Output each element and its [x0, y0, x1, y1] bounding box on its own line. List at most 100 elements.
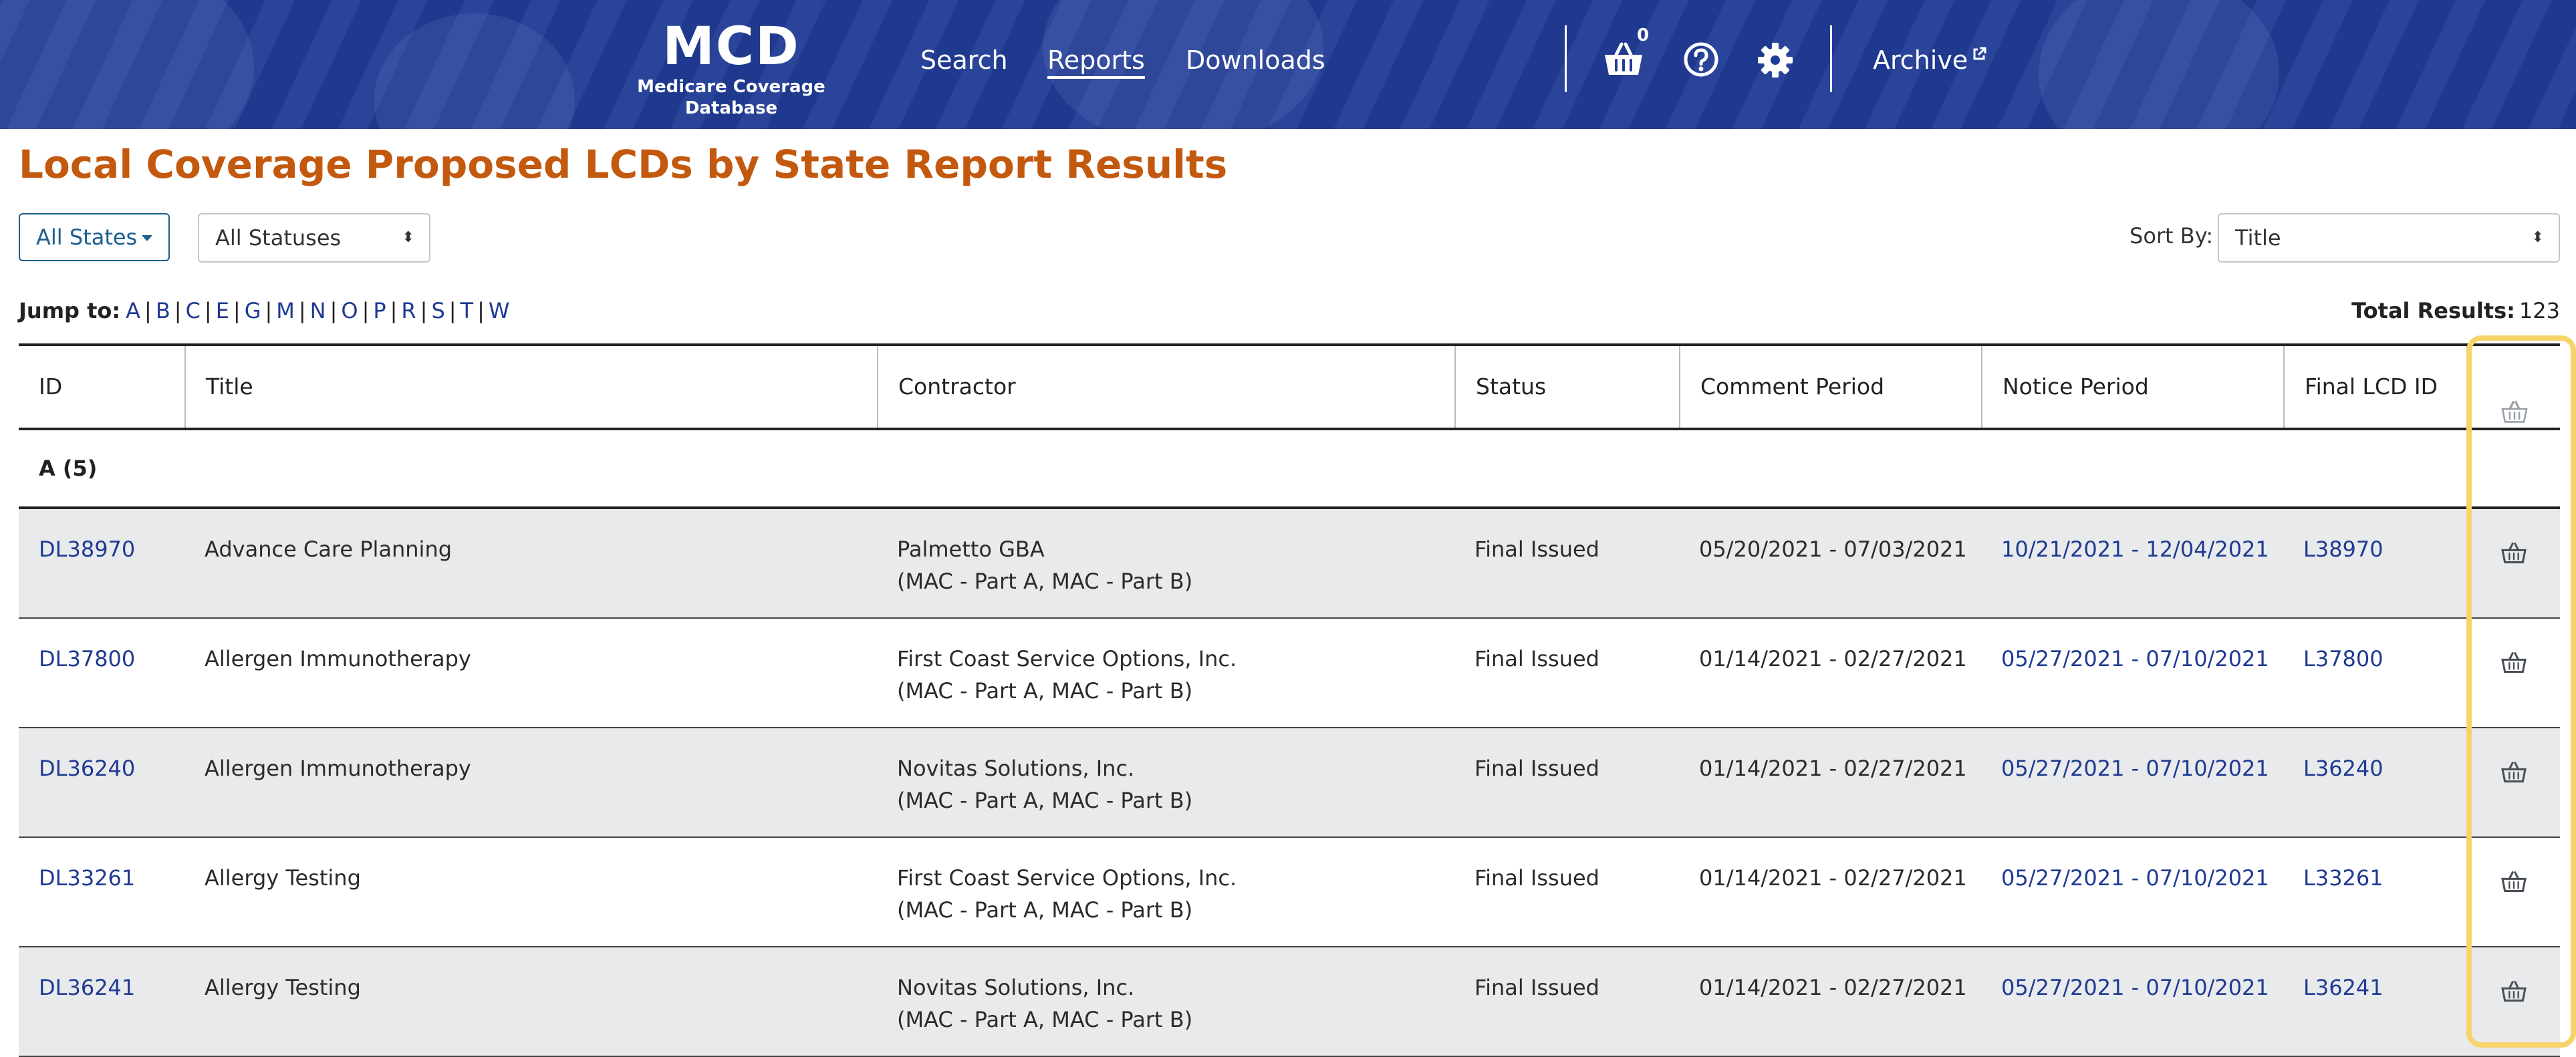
table-row: DL38970 Advance Care Planning Palmetto G… [19, 509, 2560, 619]
header-photo-shape [2039, 0, 2279, 129]
contractor-name: Palmetto GBA [897, 537, 1045, 562]
jump-letter-e[interactable]: E [215, 298, 229, 323]
row-id-link[interactable]: DL33261 [39, 865, 136, 891]
logo-subtitle: Medicare Coverage Database [637, 77, 825, 118]
table-header: ID Title Contractor Status Comment Perio… [19, 346, 2560, 430]
row-id-link[interactable]: DL36241 [39, 975, 136, 1000]
add-to-basket-icon[interactable] [2501, 651, 2527, 676]
jump-to-nav: Jump to: A | B | C | E | G | M | N | O | P | R | S | T | W [19, 298, 510, 323]
row-id-link[interactable]: DL36240 [39, 756, 136, 781]
site-header: MCD Medicare Coverage Database Search Re… [0, 0, 2576, 129]
add-to-basket-icon[interactable] [2501, 541, 2527, 567]
row-status: Final Issued [1474, 646, 1599, 671]
row-contractor: Novitas Solutions, Inc. (MAC - Part A, MA… [897, 971, 1192, 1036]
archive-label: Archive [1873, 45, 1968, 75]
select-arrows-icon: ⬍ [2531, 229, 2544, 246]
contractor-type: (MAC - Part A, MAC - Part B) [897, 569, 1193, 594]
table-row: DL33261 Allergy Testing First Coast Serv… [19, 838, 2560, 947]
row-final-lcd-link[interactable]: L36240 [2303, 756, 2384, 781]
row-id-link[interactable]: DL37800 [39, 646, 136, 671]
archive-link[interactable]: Archive [1873, 44, 1986, 76]
row-comment-period: 01/14/2021 - 02/27/2021 [1699, 646, 1967, 671]
external-link-icon [1968, 45, 1986, 75]
jump-letter-t[interactable]: T [460, 298, 474, 323]
jump-letter-a[interactable]: A [126, 298, 141, 323]
row-id-link[interactable]: DL38970 [39, 537, 136, 562]
jump-letter-o[interactable]: O [341, 298, 358, 323]
group-row-a: A (5) [19, 430, 2560, 509]
row-final-lcd-link[interactable]: L37800 [2303, 646, 2384, 671]
all-states-dropdown[interactable]: All States [19, 213, 170, 261]
nav-reports[interactable]: Reports [1047, 44, 1145, 79]
jump-letter-s[interactable]: S [431, 298, 445, 323]
column-header-title[interactable]: Title [184, 346, 877, 428]
column-header-final-lcd-id[interactable]: Final LCD ID [2283, 346, 2466, 428]
jump-letter-r[interactable]: R [401, 298, 416, 323]
gear-icon[interactable] [1757, 41, 1794, 82]
status-select-value: All Statuses [215, 225, 342, 251]
basket-header-icon [2501, 375, 2528, 457]
row-final-lcd-link[interactable]: L38970 [2303, 537, 2384, 562]
jump-to-label: Jump to: [19, 298, 121, 323]
nav-search[interactable]: Search [920, 45, 1008, 75]
header-photo-shape [1043, 0, 1323, 129]
row-final-lcd-link[interactable]: L36241 [2303, 975, 2384, 1000]
sort-by-label: Sort By: [2130, 223, 2214, 249]
row-notice-period-link[interactable]: 05/27/2021 - 07/10/2021 [2001, 975, 2269, 1000]
contractor-name: Novitas Solutions, Inc. [897, 975, 1135, 1000]
add-to-basket-icon[interactable] [2501, 979, 2527, 1005]
row-title: Allergy Testing [205, 865, 361, 891]
row-comment-period: 01/14/2021 - 02/27/2021 [1699, 975, 1967, 1000]
contractor-name: Novitas Solutions, Inc. [897, 756, 1135, 781]
help-icon[interactable] [1683, 41, 1719, 80]
basket-icon[interactable] [1603, 40, 1644, 80]
column-header-comment-period[interactable]: Comment Period [1679, 346, 1981, 428]
column-header-status[interactable]: Status [1454, 346, 1679, 428]
row-final-lcd-link[interactable]: L33261 [2303, 865, 2384, 891]
page-title: Local Coverage Proposed LCDs by State Re… [19, 142, 1228, 187]
row-notice-period-link[interactable]: 10/21/2021 - 12/04/2021 [2001, 537, 2269, 562]
column-header-notice-period[interactable]: Notice Period [1981, 346, 2283, 428]
mcd-logo[interactable]: MCD Medicare Coverage Database [594, 19, 869, 119]
jump-letter-b[interactable]: B [155, 298, 170, 323]
basket-column-highlight [2466, 335, 2576, 1048]
jump-letter-n[interactable]: N [309, 298, 326, 323]
add-to-basket-icon[interactable] [2501, 760, 2527, 786]
jump-letter-p[interactable]: P [373, 298, 386, 323]
contractor-type: (MAC - Part A, MAC - Part B) [897, 1007, 1193, 1032]
row-contractor: First Coast Service Options, Inc. (MAC - … [897, 643, 1237, 707]
row-title: Allergy Testing [205, 975, 361, 1000]
sort-by-select[interactable]: Title ⬍ [2218, 213, 2560, 263]
add-to-basket-icon[interactable] [2501, 870, 2527, 895]
results-table: ID Title Contractor Status Comment Perio… [19, 343, 2560, 1057]
row-title: Advance Care Planning [205, 537, 453, 562]
column-header-id[interactable]: ID [39, 373, 63, 400]
row-notice-period-link[interactable]: 05/27/2021 - 07/10/2021 [2001, 865, 2269, 891]
header-background [0, 0, 2576, 129]
row-notice-period-link[interactable]: 05/27/2021 - 07/10/2021 [2001, 756, 2269, 781]
jump-letter-g[interactable]: G [244, 298, 261, 323]
column-header-contractor[interactable]: Contractor [877, 346, 1454, 428]
row-contractor: First Coast Service Options, Inc. (MAC - … [897, 862, 1237, 926]
row-notice-period-link[interactable]: 05/27/2021 - 07/10/2021 [2001, 646, 2269, 671]
contractor-type: (MAC - Part A, MAC - Part B) [897, 897, 1193, 923]
contractor-type: (MAC - Part A, MAC - Part B) [897, 788, 1193, 813]
jump-letter-w[interactable]: W [488, 298, 510, 323]
nav-downloads[interactable]: Downloads [1186, 45, 1325, 75]
status-select[interactable]: All Statuses ⬍ [198, 213, 430, 263]
row-status: Final Issued [1474, 865, 1599, 891]
logo-title: MCD [662, 17, 800, 77]
header-divider [1565, 25, 1567, 92]
row-contractor: Palmetto GBA (MAC - Part A, MAC - Part B) [897, 533, 1192, 597]
table-row: DL36241 Allergy Testing Novitas Solution… [19, 947, 2560, 1057]
jump-letter-m[interactable]: M [276, 298, 295, 323]
row-comment-period: 01/14/2021 - 02/27/2021 [1699, 756, 1967, 781]
row-status: Final Issued [1474, 756, 1599, 781]
select-arrows-icon: ⬍ [402, 229, 414, 246]
row-contractor: Novitas Solutions, Inc. (MAC - Part A, MA… [897, 752, 1192, 816]
caret-down-icon [142, 235, 152, 241]
contractor-name: First Coast Service Options, Inc. [897, 865, 1237, 891]
row-title: Allergen Immunotherapy [205, 646, 471, 671]
header-photo-shape [0, 0, 254, 129]
jump-letter-c[interactable]: C [185, 298, 201, 323]
